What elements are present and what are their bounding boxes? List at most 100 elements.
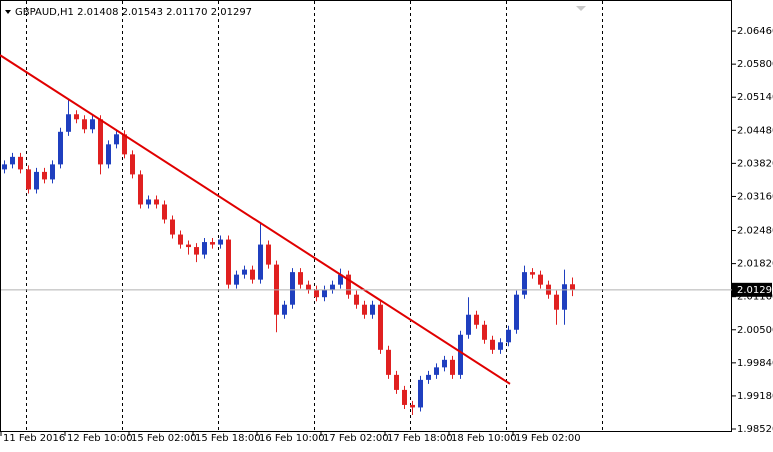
candle-body xyxy=(114,134,119,145)
candle-body xyxy=(282,304,287,315)
candle-body xyxy=(338,274,343,285)
x-tick-label: 15 Feb 02:00 xyxy=(131,433,197,444)
candle-body xyxy=(394,374,399,390)
candle-body xyxy=(562,284,567,310)
candle-body xyxy=(42,171,47,180)
y-tick-label: 1.98520 xyxy=(737,424,773,435)
candle-body xyxy=(426,374,431,380)
candle-body xyxy=(242,269,247,275)
y-tick-label: 1.99180 xyxy=(737,391,773,402)
candle-body xyxy=(234,274,239,285)
candle-body xyxy=(146,199,151,205)
candle-body xyxy=(386,349,391,375)
candle-body xyxy=(306,284,311,290)
x-tick-label: 11 Feb 2016 xyxy=(3,433,65,444)
candle-body xyxy=(418,379,423,408)
candle-body xyxy=(122,134,127,155)
candle-body xyxy=(106,144,111,165)
candle-body xyxy=(90,119,95,130)
candle-body xyxy=(34,171,39,190)
candle-body xyxy=(154,199,159,205)
last-price-box xyxy=(732,282,772,297)
y-tick-label: 1.99840 xyxy=(737,358,773,369)
candle-body xyxy=(138,174,143,205)
y-tick-label: 2.05140 xyxy=(737,92,773,103)
y-tick-label: 2.03160 xyxy=(737,191,773,202)
x-tick-label: 17 Feb 02:00 xyxy=(323,433,389,444)
candle-body xyxy=(194,247,199,255)
x-tick-label: 19 Feb 02:00 xyxy=(515,433,581,444)
candle-body xyxy=(298,272,303,285)
candle-body xyxy=(466,314,471,335)
plot-frame xyxy=(0,0,732,432)
candle-body xyxy=(218,239,223,245)
candle-body xyxy=(258,244,263,280)
x-tick-label: 18 Feb 10:00 xyxy=(451,433,517,444)
x-tick-label: 17 Feb 18:00 xyxy=(387,433,453,444)
candle-body xyxy=(514,294,519,330)
candle-body xyxy=(570,284,575,290)
menu-arrow xyxy=(5,10,11,14)
candle-body xyxy=(314,289,319,298)
candle-body xyxy=(378,304,383,350)
candle-body xyxy=(330,284,335,290)
candle-body xyxy=(354,294,359,305)
candle-body xyxy=(322,289,327,298)
candle-body xyxy=(226,239,231,285)
y-tick-label: 2.06460 xyxy=(737,26,773,37)
y-tick-label: 2.01820 xyxy=(737,259,773,270)
candle-body xyxy=(506,329,511,343)
candle-body xyxy=(474,314,479,325)
candle-body xyxy=(402,389,407,405)
y-tick-label: 2.03820 xyxy=(737,158,773,169)
candle-body xyxy=(450,359,455,375)
candle-body xyxy=(522,272,527,295)
chart-title: GBPAUD,H1 2.01408 2.01543 2.01170 2.0129… xyxy=(15,7,252,18)
candle-body xyxy=(362,304,367,315)
candle-body xyxy=(162,204,167,220)
y-tick-label: 2.05800 xyxy=(737,59,773,70)
candle-body xyxy=(370,304,375,315)
candle-body xyxy=(498,342,503,350)
y-tick-label: 2.04480 xyxy=(737,125,773,136)
candle-body xyxy=(530,272,535,275)
candle-body xyxy=(434,367,439,375)
shift-marker xyxy=(576,6,586,11)
candle-body xyxy=(26,169,31,190)
candle-body xyxy=(18,156,23,170)
candle-body xyxy=(98,119,103,165)
candle-body xyxy=(50,164,55,180)
x-tick-label: 12 Feb 10:00 xyxy=(67,433,133,444)
candle-body xyxy=(538,274,543,285)
candle-body xyxy=(202,242,207,255)
candle-body xyxy=(186,244,191,248)
candle-body xyxy=(554,294,559,310)
candle-body xyxy=(66,114,71,132)
candle-body xyxy=(250,269,255,280)
candle-body xyxy=(82,119,87,130)
candle-body xyxy=(74,114,79,120)
candle-body xyxy=(482,324,487,340)
candle-body xyxy=(130,154,135,175)
candle-body xyxy=(58,131,63,165)
candle-body xyxy=(442,359,447,368)
candle-body xyxy=(290,272,295,305)
candle-body xyxy=(410,404,415,408)
candle-body xyxy=(458,334,463,375)
x-tick-label: 16 Feb 10:00 xyxy=(259,433,325,444)
candle-body xyxy=(170,219,175,235)
x-tick-label: 15 Feb 18:00 xyxy=(195,433,261,444)
candle-body xyxy=(178,234,183,245)
candle-body xyxy=(346,274,351,295)
y-tick-label: 2.00500 xyxy=(737,325,773,336)
candle-body xyxy=(2,164,7,170)
trendline xyxy=(0,54,511,385)
y-tick-label: 2.01160 xyxy=(737,292,773,303)
candle-body xyxy=(210,242,215,245)
candle-body xyxy=(10,156,15,165)
last-price-label: 2.01297 xyxy=(737,285,773,296)
candle-body xyxy=(266,244,271,265)
candle-body xyxy=(490,339,495,350)
y-tick-label: 2.02480 xyxy=(737,226,773,237)
